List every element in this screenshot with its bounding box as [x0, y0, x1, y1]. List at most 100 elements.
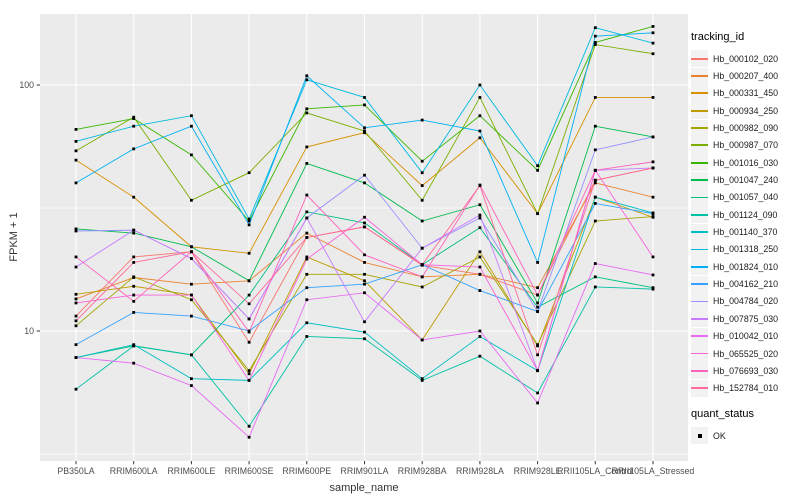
legend-label: Hb_001016_030	[713, 157, 779, 168]
legend-label: Hb_007875_030	[713, 313, 779, 324]
data-point	[247, 340, 251, 344]
legend-label: Hb_000207_400	[713, 71, 779, 82]
data-point	[247, 317, 251, 321]
legend-line-swatch-icon	[691, 102, 708, 120]
data-point	[420, 378, 424, 382]
data-point	[305, 255, 309, 259]
legend-item: Hb_001140_370	[691, 223, 778, 241]
data-point	[536, 168, 539, 172]
legend-line-swatch-icon	[691, 327, 708, 345]
data-point	[536, 164, 539, 168]
data-point	[247, 369, 251, 373]
data-point	[651, 41, 655, 45]
data-point	[132, 343, 136, 347]
data-point	[651, 195, 655, 199]
data-point	[247, 279, 251, 283]
legend-label: Hb_000987_070	[713, 140, 779, 151]
data-point	[651, 31, 655, 35]
legend-label: Hb_152784_010	[713, 383, 779, 394]
data-point	[74, 324, 78, 328]
y-tick-label: 100	[19, 80, 34, 90]
x-tick-label: RRIM928LE	[514, 466, 562, 476]
data-point	[305, 111, 309, 115]
legend-item: Hb_000102_020	[691, 50, 778, 68]
legend-title-tracking-id: tracking_id	[691, 31, 745, 43]
data-point	[247, 251, 251, 255]
legend-item: Hb_000331_450	[691, 84, 779, 102]
data-point	[305, 335, 309, 338]
data-point	[247, 330, 251, 334]
data-point	[74, 149, 78, 153]
legend-item: Hb_065525_020	[691, 345, 779, 363]
data-point	[305, 145, 309, 149]
data-point	[190, 250, 193, 254]
data-point	[536, 369, 539, 373]
legend-item: Hb_004784_020	[691, 292, 778, 310]
data-point	[190, 153, 193, 157]
legend-line-swatch-icon	[691, 240, 708, 258]
data-point	[651, 166, 655, 170]
legend-label: Hb_001318_250	[713, 244, 779, 255]
data-point	[478, 129, 482, 133]
x-axis-title: sample_name	[329, 482, 399, 494]
data-point	[305, 257, 309, 261]
data-point	[74, 292, 78, 296]
data-point	[478, 114, 482, 118]
data-point	[420, 118, 424, 122]
legend-item: Hb_001016_030	[691, 154, 779, 172]
data-point	[420, 285, 424, 289]
data-point	[593, 26, 597, 30]
data-point	[536, 301, 539, 305]
legend-label: Hb_001824_010	[713, 261, 779, 272]
data-point	[593, 43, 597, 46]
data-point	[132, 147, 136, 151]
legend-line-swatch-icon	[691, 188, 708, 206]
data-point	[363, 96, 366, 99]
legend-line-swatch-icon	[691, 154, 708, 172]
data-point	[305, 321, 309, 325]
data-point	[132, 255, 136, 259]
legend-item: Hb_001318_250	[691, 240, 779, 258]
data-point	[536, 343, 539, 347]
legend-line-swatch-icon	[691, 292, 708, 310]
data-point	[420, 377, 424, 381]
data-point	[593, 219, 597, 223]
data-point	[420, 171, 424, 175]
data-point	[74, 319, 78, 323]
data-point	[651, 255, 655, 259]
data-point	[536, 391, 539, 395]
data-point	[247, 378, 251, 382]
data-point	[74, 255, 78, 259]
data-point	[363, 131, 366, 135]
data-point	[536, 310, 539, 313]
legend-line-swatch-icon	[691, 67, 708, 85]
data-point	[247, 171, 251, 175]
data-point	[190, 377, 193, 381]
data-point	[74, 343, 78, 347]
data-point	[132, 195, 136, 199]
data-point	[363, 337, 366, 341]
data-point	[132, 293, 136, 297]
data-point	[305, 298, 309, 302]
data-point	[190, 293, 193, 297]
legend-label: Hb_001140_370	[713, 227, 778, 238]
data-point	[363, 272, 366, 276]
legend-line-swatch-icon	[691, 379, 708, 397]
data-point	[651, 25, 655, 28]
data-point	[478, 335, 482, 338]
data-point	[593, 148, 597, 152]
legend-item-ok: OK	[691, 427, 778, 445]
data-point	[593, 96, 597, 99]
data-point	[420, 184, 424, 187]
data-point	[478, 255, 482, 259]
data-point	[363, 320, 366, 324]
data-point	[74, 314, 78, 318]
data-point	[132, 115, 136, 119]
data-point	[363, 279, 366, 283]
legend-label: Hb_000331_450	[713, 88, 779, 99]
legend-label: Hb_065525_020	[713, 348, 779, 359]
data-point	[305, 236, 309, 239]
data-point	[74, 387, 78, 391]
data-point	[593, 168, 597, 172]
x-tick-label: RRIM600SE	[225, 466, 274, 476]
